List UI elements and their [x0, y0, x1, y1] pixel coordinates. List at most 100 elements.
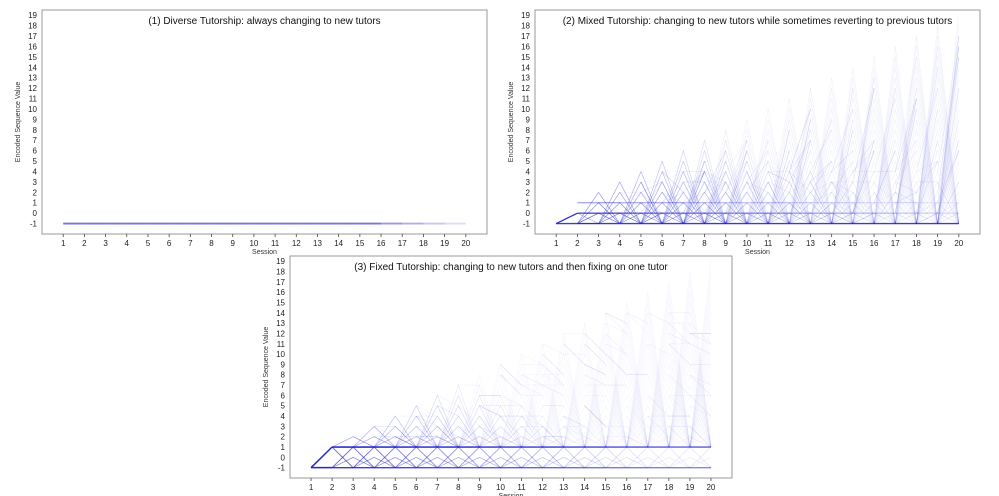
series-line	[647, 343, 670, 448]
series-line	[725, 150, 748, 224]
y-tick-label: 10	[276, 350, 285, 359]
y-tick-label: 0	[281, 453, 286, 462]
x-tick-label: 11	[271, 239, 280, 248]
series-lines	[555, 15, 960, 225]
series-line	[563, 395, 585, 448]
series-line	[873, 181, 896, 203]
series-line	[437, 436, 459, 448]
series-line	[831, 140, 854, 224]
y-tick-label: 15	[276, 298, 285, 307]
series-line	[746, 160, 769, 224]
series-line	[873, 192, 896, 204]
series-line	[626, 405, 649, 448]
series-line	[395, 436, 417, 448]
series-line	[605, 333, 627, 355]
series-line	[626, 415, 649, 448]
series-line	[704, 140, 727, 224]
series-line	[437, 426, 459, 448]
series-line	[689, 271, 712, 448]
series-line	[831, 140, 854, 224]
y-tick-label: 6	[526, 147, 531, 156]
series-line	[937, 160, 960, 224]
series-line	[373, 446, 396, 468]
series-line	[894, 202, 917, 224]
series-line	[619, 192, 642, 224]
series-line	[662, 192, 684, 204]
y-tick-label: -1	[278, 464, 286, 473]
series-line	[937, 119, 960, 214]
series-line	[725, 202, 748, 224]
series-line	[619, 192, 642, 224]
series-line	[647, 312, 669, 324]
x-tick-label: 7	[435, 483, 440, 492]
series-line	[852, 140, 875, 224]
series-line	[788, 119, 811, 224]
series-line	[767, 108, 790, 224]
series-line	[605, 436, 627, 448]
series-line	[626, 405, 649, 448]
series-line	[394, 405, 417, 448]
series-line	[746, 181, 769, 214]
series-line	[852, 171, 875, 224]
series-line	[831, 160, 854, 193]
series-line	[605, 312, 627, 324]
series-line	[619, 171, 642, 224]
series-line	[689, 374, 712, 386]
series-line	[725, 129, 748, 224]
series-line	[661, 171, 684, 224]
series-line	[937, 15, 960, 224]
series-line	[500, 446, 522, 468]
y-tick-label: 4	[281, 412, 286, 421]
series-line	[416, 415, 438, 437]
series-line	[577, 212, 599, 224]
series-line	[767, 212, 790, 224]
series-line	[374, 436, 396, 448]
series-line	[916, 212, 938, 224]
series-line	[725, 140, 748, 224]
series-line	[626, 384, 649, 448]
series-line	[937, 202, 960, 224]
series-line	[894, 171, 917, 224]
series-line	[521, 395, 543, 448]
series-line	[647, 415, 670, 437]
series-line	[605, 312, 627, 334]
series-line	[689, 271, 712, 448]
series-line	[852, 88, 875, 224]
series-line	[668, 312, 691, 448]
series-line	[416, 405, 438, 427]
series-line	[352, 456, 375, 469]
series-line	[647, 456, 670, 469]
series-line	[640, 181, 663, 224]
series-line	[831, 88, 854, 224]
series-line	[873, 212, 896, 224]
x-tick-label: 20	[954, 239, 963, 248]
series-line	[767, 140, 790, 224]
series-line	[704, 160, 726, 193]
series-line	[788, 119, 811, 224]
series-line	[437, 456, 459, 469]
series-line	[937, 67, 960, 224]
chart-mixed-svg: (2) Mixed Tutorship: changing to new tut…	[508, 9, 981, 256]
series-line	[831, 67, 854, 224]
series-line	[458, 405, 480, 427]
series-line	[521, 415, 543, 437]
series-line	[373, 426, 396, 448]
series-line	[626, 436, 648, 448]
series-line	[937, 181, 960, 224]
series-line	[810, 77, 833, 224]
x-axis-label: Session	[499, 493, 524, 496]
x-tick-label: 15	[601, 483, 610, 492]
series-line	[704, 181, 727, 224]
series-line	[563, 364, 586, 448]
series-line	[521, 354, 543, 448]
series-line	[704, 212, 726, 224]
series-line	[704, 171, 726, 193]
series-line	[894, 98, 917, 193]
series-line	[788, 108, 811, 193]
series-line	[640, 181, 663, 214]
series-line	[437, 446, 459, 468]
series-line	[661, 171, 684, 193]
series-line	[662, 171, 684, 183]
series-line	[873, 192, 896, 224]
series-line	[894, 108, 917, 224]
